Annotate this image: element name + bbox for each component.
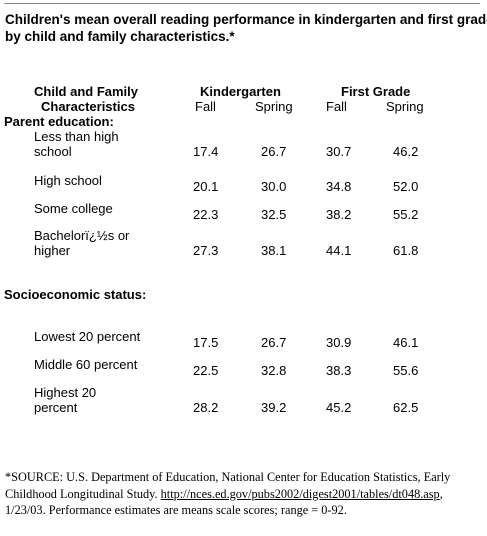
k-spring-value: 30.0 [261, 179, 287, 194]
k-spring-header: Spring [255, 99, 293, 114]
k-spring-value: 32.5 [261, 207, 287, 222]
g1-spring-value: 55.6 [393, 363, 419, 378]
g1-fall-value: 30.9 [326, 335, 352, 350]
title-line-2: by child and family characteristics.* [5, 29, 235, 44]
k-fall-value: 20.1 [193, 179, 219, 194]
row-label: Middle 60 percent [34, 357, 138, 372]
row-label: Less than high [34, 129, 119, 144]
top-rule [4, 3, 480, 4]
g1-fall-header: Fall [326, 99, 347, 114]
k-fall-value: 28.2 [193, 400, 219, 415]
g1-fall-value: 44.1 [326, 243, 352, 258]
row-label-cont: school [34, 144, 72, 159]
row-label-cont: percent [34, 400, 78, 415]
k-fall-value: 27.3 [193, 243, 219, 258]
section-socioeconomic-status: Socioeconomic status: [4, 287, 147, 302]
row-label: High school [34, 173, 102, 188]
k-spring-value: 26.7 [261, 335, 287, 350]
title-line-1: Children's mean overall reading performa… [5, 12, 487, 27]
g1-fall-value: 30.7 [326, 144, 352, 159]
k-spring-value: 26.7 [261, 144, 287, 159]
g1-spring-value: 61.8 [393, 243, 419, 258]
k-fall-value: 17.4 [193, 144, 219, 159]
table-title: Children's mean overall reading performa… [5, 11, 487, 45]
g1-spring-value: 46.1 [393, 335, 419, 350]
g1-fall-value: 45.2 [326, 400, 352, 415]
g1-spring-value: 52.0 [393, 179, 419, 194]
column-title-line-2: Characteristics [41, 99, 135, 114]
source-link[interactable]: http://nces.ed.gov/pubs2002/digest2001/t… [160, 486, 440, 501]
column-title-line-1: Child and Family [34, 84, 139, 99]
g1-spring-header: Spring [386, 99, 424, 114]
kindergarten-header: Kindergarten [200, 84, 281, 99]
row-label: Some college [34, 201, 113, 216]
footnote-text: *SOURCE: U.S. Department of Education, N… [5, 470, 451, 501]
first-grade-header: First Grade [341, 84, 411, 99]
source-footnote: *SOURCE: U.S. Department of Education, N… [5, 469, 485, 519]
k-spring-value: 38.1 [261, 243, 287, 258]
k-spring-value: 32.8 [261, 363, 287, 378]
g1-fall-value: 38.2 [326, 207, 352, 222]
k-fall-value: 22.5 [193, 363, 219, 378]
g1-spring-value: 46.2 [393, 144, 419, 159]
g1-spring-value: 62.5 [393, 400, 419, 415]
row-label: Highest 20 [34, 385, 97, 400]
g1-fall-value: 38.3 [326, 363, 352, 378]
k-spring-value: 39.2 [261, 400, 287, 415]
k-fall-header: Fall [195, 99, 216, 114]
row-label: Lowest 20 percent [34, 329, 141, 344]
k-fall-value: 17.5 [193, 335, 219, 350]
g1-fall-value: 34.8 [326, 179, 352, 194]
section-parent-education: Parent education: [4, 114, 114, 129]
footnote-text-end: , 1/23/03. Performance estimates are mea… [5, 486, 443, 518]
row-label-cont: higher [34, 243, 71, 258]
g1-spring-value: 55.2 [393, 207, 419, 222]
row-label: Bachelorï¿½s or [34, 228, 130, 243]
k-fall-value: 22.3 [193, 207, 219, 222]
